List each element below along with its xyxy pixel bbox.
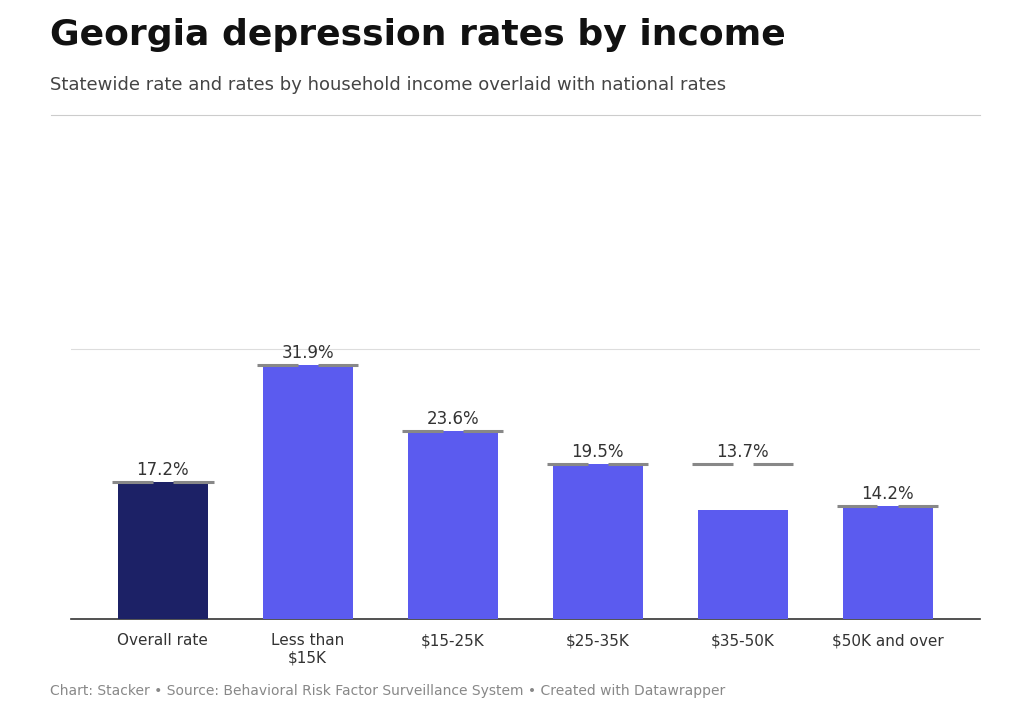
Bar xyxy=(263,365,352,619)
Text: Georgia depression rates by income: Georgia depression rates by income xyxy=(50,18,786,52)
Text: 19.5%: 19.5% xyxy=(572,443,624,461)
Text: 14.2%: 14.2% xyxy=(862,485,914,503)
Text: 31.9%: 31.9% xyxy=(282,344,334,362)
Text: Chart: Stacker • Source: Behavioral Risk Factor Surveillance System • Created wi: Chart: Stacker • Source: Behavioral Risk… xyxy=(50,685,726,698)
Text: 17.2%: 17.2% xyxy=(136,461,189,479)
Bar xyxy=(842,506,932,619)
Bar xyxy=(118,482,208,619)
Text: 13.7%: 13.7% xyxy=(716,443,769,461)
Bar xyxy=(698,510,788,619)
Bar xyxy=(552,464,642,619)
Text: Statewide rate and rates by household income overlaid with national rates: Statewide rate and rates by household in… xyxy=(50,76,726,94)
Bar xyxy=(408,431,498,619)
Text: 23.6%: 23.6% xyxy=(426,410,479,428)
